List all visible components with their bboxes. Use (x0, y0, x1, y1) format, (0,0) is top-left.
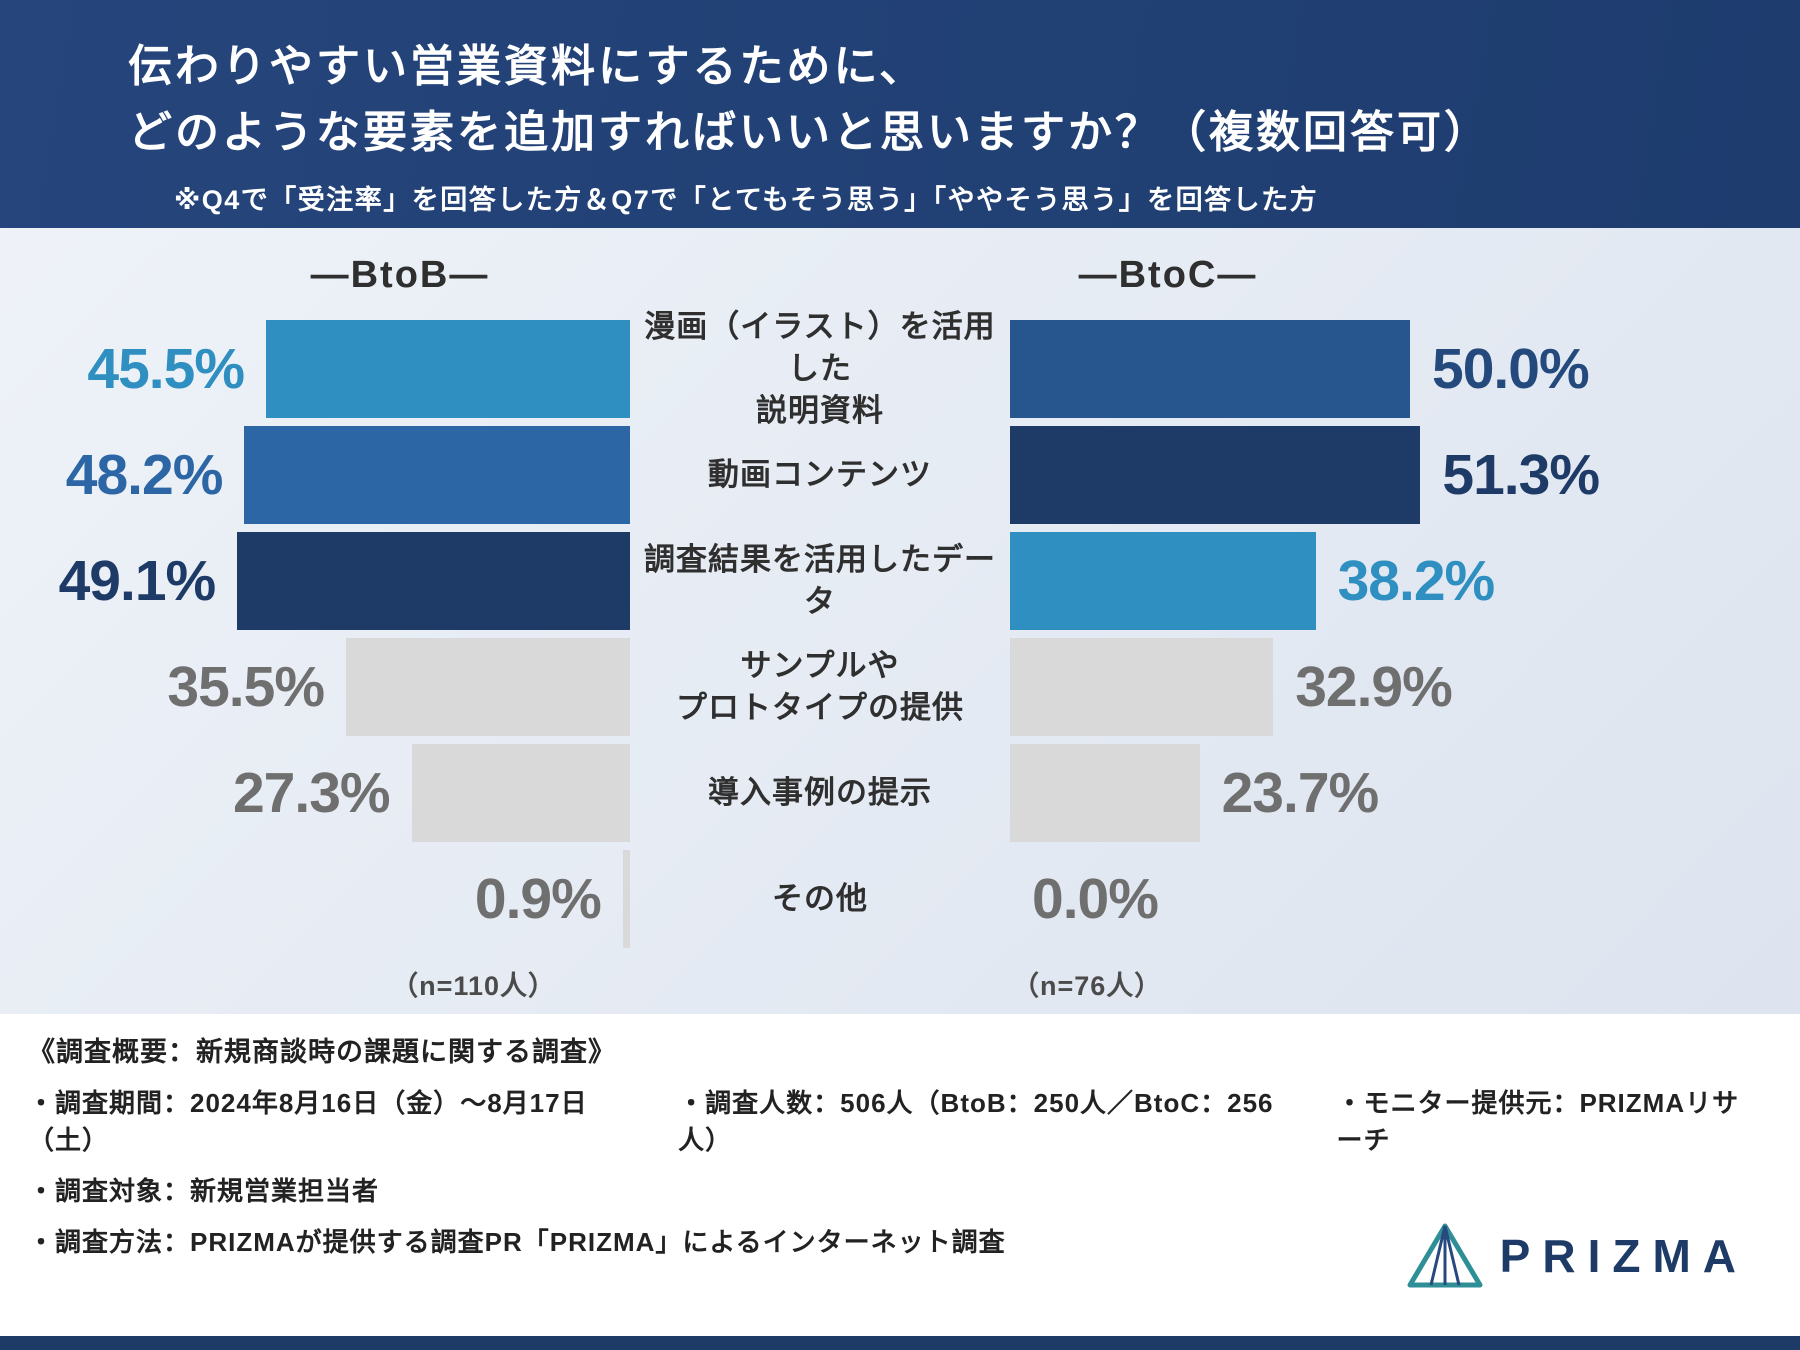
survey-count: ・調査人数：506人（BtoB：250人／BtoC：256人） (678, 1088, 1274, 1155)
btob-bar (266, 320, 630, 418)
btob-bar (411, 744, 630, 842)
survey-method: ・調査方法：PRIZMAが提供する調査PR「PRIZMA」によるインターネット調… (28, 1227, 1006, 1257)
chart-row: 35.5% サンプルや プロトタイプの提供 32.9% (0, 634, 1800, 740)
btob-value-label: 27.3% (232, 761, 391, 825)
btoc-zone: 0.0% (1010, 846, 1800, 952)
category-label: 導入事例の提示 (708, 775, 932, 811)
category-label: 漫画（イラスト）を活用した 説明資料 (644, 309, 996, 428)
n-label-btob: （n=110人） (391, 971, 556, 1001)
btob-zone: 35.5% (0, 634, 630, 740)
title-line1: 伝わりやすい営業資料にするために、 (128, 42, 927, 91)
title-line2: どのような要素を追加すればいいと思いますか？（複数回答可） (128, 108, 1491, 157)
survey-target: ・調査対象：新規営業担当者 (28, 1176, 380, 1206)
chart-row: 49.1% 調査結果を活用したデータ 38.2% (0, 528, 1800, 634)
category-label: サンプルや プロトタイプの提供 (676, 648, 964, 725)
series-header-btoc: ―BtoC― (1078, 254, 1258, 296)
btoc-value-label: 38.2% (1337, 549, 1496, 613)
btob-bar (244, 426, 630, 524)
btoc-bar (1010, 532, 1316, 630)
category-label: 動画コンテンツ (708, 457, 932, 493)
btoc-zone: 51.3% (1010, 422, 1800, 528)
btob-bar (622, 850, 630, 948)
btob-value-label: 49.1% (58, 549, 217, 613)
btoc-zone: 38.2% (1010, 528, 1800, 634)
btob-zone: 49.1% (0, 528, 630, 634)
btoc-bar (1010, 638, 1274, 736)
btoc-value-label: 51.3% (1442, 443, 1600, 507)
chart-row: 0.9% その他 0.0% (0, 846, 1800, 952)
btob-zone: 48.2% (0, 422, 630, 528)
prizma-logo-icon (1407, 1223, 1483, 1288)
survey-footer: 《調査概要：新規商談時の課題に関する調査》 ・調査期間：2024年8月16日（金… (0, 1014, 1800, 1336)
btoc-zone: 50.0% (1010, 316, 1800, 422)
btoc-value-label: 0.0% (1032, 867, 1159, 931)
page-title: 伝わりやすい営業資料にするために、 どのような要素を追加すればいいと思いますか？… (128, 34, 1740, 166)
survey-monitor-source: ・モニター提供元：PRIZMAリサーチ (1336, 1088, 1740, 1155)
btoc-value-label: 32.9% (1295, 655, 1453, 719)
series-header-btob: ―BtoB― (310, 254, 490, 296)
btoc-bar (1010, 744, 1200, 842)
category-label: その他 (772, 881, 868, 917)
chart-area: ―BtoB― ―BtoC― 45.5% 漫画（イラスト）を活用した 説明資料 50.… (0, 228, 1800, 1014)
survey-overview-heading: 《調査概要：新規商談時の課題に関する調査》 (28, 1037, 616, 1067)
chart-row: 45.5% 漫画（イラスト）を活用した 説明資料 50.0% (0, 309, 1800, 428)
btob-value-label: 45.5% (87, 337, 245, 401)
btob-zone: 27.3% (0, 740, 630, 846)
survey-details-row: ・調査期間：2024年8月16日（金）〜8月17日（土） ・調査人数：506人（… (28, 1083, 1760, 1157)
btoc-bar (1010, 426, 1421, 524)
prizma-logo: PRIZMA (1406, 1222, 1748, 1290)
page-subtitle: ※Q4で「受注率」を回答した方＆Q7で「とてもそう思う」「ややそう思う」を回答し… (174, 185, 1319, 215)
btob-value-label: 35.5% (167, 655, 325, 719)
btob-value-label: 0.9% (474, 867, 602, 931)
category-label: 調査結果を活用したデータ (644, 542, 996, 619)
chart-row: 48.2% 動画コンテンツ 51.3% (0, 422, 1800, 528)
chart-rows: 45.5% 漫画（イラスト）を活用した 説明資料 50.0% 48.2% 動画コンテンツ… (0, 309, 1800, 952)
btob-bar (237, 532, 630, 630)
prizma-logo-text: PRIZMA (1499, 1230, 1748, 1282)
btob-zone: 0.9% (0, 846, 630, 952)
btob-zone: 45.5% (0, 316, 630, 422)
header-banner: 伝わりやすい営業資料にするために、 どのような要素を追加すればいいと思いますか？… (0, 0, 1800, 228)
btoc-value-label: 23.7% (1221, 761, 1380, 825)
btob-bar (346, 638, 630, 736)
btoc-zone: 23.7% (1010, 740, 1800, 846)
survey-period: ・調査期間：2024年8月16日（金）〜8月17日（土） (28, 1088, 588, 1155)
bottom-accent-strip (0, 1336, 1800, 1350)
btob-value-label: 48.2% (65, 443, 224, 507)
n-label-btoc: （n=76人） (1012, 971, 1163, 1001)
btoc-value-label: 50.0% (1432, 337, 1590, 401)
chart-row: 27.3% 導入事例の提示 23.7% (0, 740, 1800, 846)
btoc-bar (1010, 320, 1410, 418)
btoc-zone: 32.9% (1010, 634, 1800, 740)
